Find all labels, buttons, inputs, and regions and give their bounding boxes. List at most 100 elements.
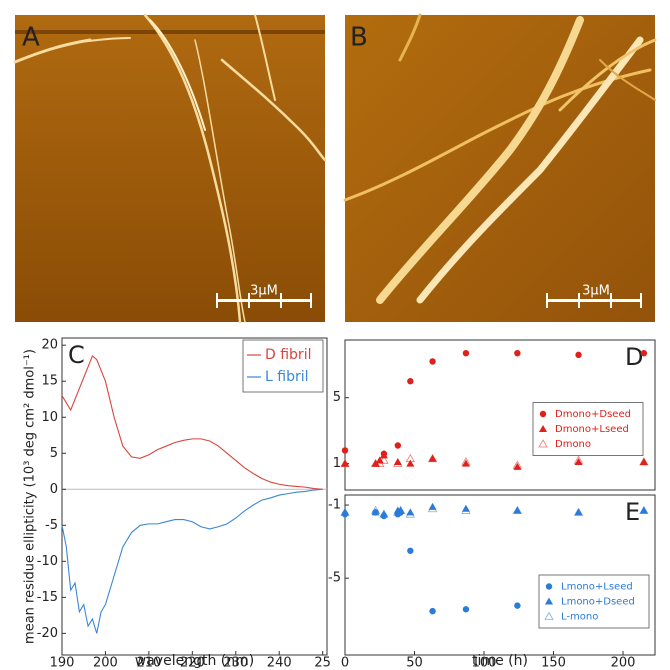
scale-bar-label: 3μM (250, 284, 278, 299)
x-axis-label: wavelength (nm) (135, 653, 254, 669)
legend-label: Dmono+Dseed (555, 409, 631, 420)
point (462, 349, 470, 357)
point (461, 505, 471, 514)
point (573, 455, 584, 464)
point (393, 507, 403, 516)
point (429, 607, 436, 615)
afm-image-b: B 3μM (343, 13, 657, 322)
legend-box (538, 574, 650, 629)
point (639, 457, 648, 465)
point (639, 506, 648, 514)
point (512, 505, 523, 514)
point (379, 455, 389, 464)
chart-panel: -1 -5 0 50 100 150 200 time (h) E Lmono+Lseed Lmon… (328, 494, 656, 670)
point (639, 505, 649, 514)
legend-box (532, 402, 644, 456)
point (370, 505, 381, 514)
y-tick-label: 1 (333, 456, 341, 471)
point (394, 442, 402, 449)
point (341, 447, 349, 454)
legend-label: Lmono+Dseed (561, 597, 635, 608)
x-tick-label: 200 (611, 656, 636, 670)
point (427, 503, 438, 513)
legend-box (242, 339, 324, 393)
point (462, 606, 470, 613)
point (514, 602, 521, 609)
x-axis-label: time (h) (472, 653, 528, 669)
y-tick-label: 20 (41, 338, 58, 353)
y-tick-label: 10 (41, 410, 58, 425)
point (513, 506, 522, 514)
point (405, 509, 416, 518)
y-tick-label: -5 (45, 518, 58, 533)
x-tick-label: 100 (472, 656, 497, 670)
point (574, 508, 583, 516)
legend-label: Lmono+Lseed (561, 582, 633, 593)
panel-label: C (68, 341, 85, 369)
panel-label: D (625, 343, 643, 371)
point (514, 349, 521, 357)
x-tick-label: 210 (136, 656, 161, 670)
legend-swatch (539, 410, 547, 418)
point (406, 459, 415, 467)
point (429, 358, 436, 365)
legend-label: D fibril (265, 347, 311, 363)
legend-label: L-mono (561, 612, 598, 623)
point (379, 509, 389, 518)
x-tick-label: 0 (341, 656, 349, 670)
point (395, 505, 406, 514)
legend-swatch (545, 583, 553, 590)
y-tick-label: -15 (37, 590, 58, 605)
x-tick-label: 240 (267, 656, 292, 670)
x-tick-label: 220 (180, 656, 205, 670)
plot-frame (344, 494, 656, 656)
x-tick-label: 190 (50, 656, 75, 670)
scale-bar-label: 3μM (582, 284, 610, 299)
point (393, 458, 403, 468)
point (340, 507, 350, 516)
legend-swatch (539, 425, 547, 432)
point (405, 453, 416, 463)
legend-label: Dmono (555, 439, 591, 450)
x-tick-label: 230 (223, 656, 248, 670)
plot-frame (344, 339, 656, 491)
x-tick-label: 150 (541, 656, 566, 670)
y-tick-label: -5 (328, 571, 341, 586)
legend-swatch (544, 611, 554, 620)
point (340, 458, 350, 468)
x-tick-label: 50 (406, 656, 423, 670)
point (512, 460, 523, 469)
legend-label: L fibril (265, 369, 309, 385)
y-tick-label: -10 (37, 554, 58, 569)
point (341, 508, 349, 516)
point (427, 453, 438, 463)
point (379, 451, 388, 459)
point (640, 349, 648, 357)
y-tick-label: -20 (37, 626, 58, 641)
x-tick-label: 25 (314, 656, 331, 670)
panel-label: A (22, 23, 40, 53)
point (396, 506, 405, 514)
chart-panel: -20 -15 -10 -5 0 5 10 15 20 190 200 210 220 230 240 25 w… (23, 337, 331, 670)
y-axis-label: mean residue ellipticity (10³ deg cm² dm… (23, 349, 38, 644)
afm-image-a: A 3μM (13, 13, 327, 324)
point (461, 457, 471, 466)
y-tick-label: 5 (50, 446, 58, 461)
point (341, 459, 349, 467)
y-tick-label: -1 (328, 498, 341, 513)
line-series (61, 488, 323, 634)
point (407, 378, 414, 385)
legend-label: Dmono+Lseed (555, 424, 629, 435)
legend-swatch (538, 439, 548, 448)
panel-label: B (350, 23, 368, 53)
plot-frame (61, 337, 328, 656)
y-tick-label: 0 (50, 482, 58, 497)
legend-swatch (545, 597, 553, 605)
point (639, 457, 649, 466)
point (428, 454, 437, 462)
y-tick-label: 15 (41, 374, 58, 389)
chart-panel: 1 5 D Dmono+Dseed Dmono+Lseed Dmono (333, 339, 656, 491)
point (407, 547, 414, 554)
panel-label: E (625, 498, 640, 526)
